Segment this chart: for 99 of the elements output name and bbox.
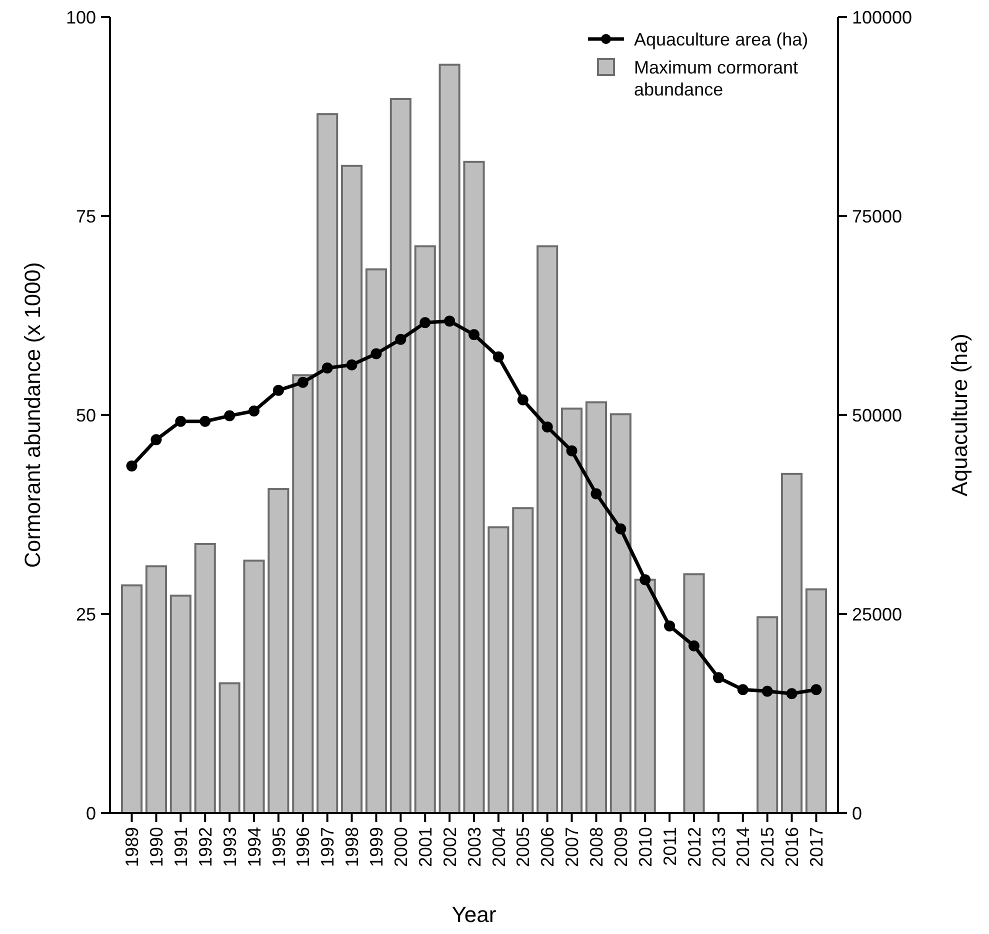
y2-tick-label: 75000: [852, 206, 902, 226]
x-tick-label: 2010: [635, 827, 656, 868]
y-tick-label: 25: [76, 604, 96, 624]
x-tick-label: 2005: [513, 827, 534, 868]
bar: [218, 682, 240, 814]
x-tick-label: 2014: [733, 827, 754, 868]
point: [224, 410, 236, 422]
point: [248, 406, 260, 417]
y2-axis-title: Aquaculture (ha): [947, 334, 972, 496]
y-tick-label: 50: [76, 405, 96, 426]
point: [786, 688, 798, 700]
point: [322, 362, 333, 374]
y2-tick-label: 50000: [852, 405, 902, 426]
bar: [488, 526, 510, 814]
point: [566, 445, 578, 456]
point: [664, 620, 676, 632]
x-tick-label: 2015: [758, 827, 778, 868]
bar: [268, 488, 290, 814]
point: [517, 394, 528, 406]
x-tick-label: 2013: [708, 827, 729, 868]
legend-label: Aquaculture area (ha): [634, 29, 808, 50]
x-tick-label: 2016: [782, 827, 802, 868]
x-tick-label: 1997: [318, 827, 338, 868]
bar: [170, 594, 192, 814]
y2-tick-label: 0: [852, 803, 862, 824]
point: [737, 684, 748, 696]
x-tick-label: 1991: [170, 827, 191, 868]
point: [762, 686, 773, 697]
bar: [341, 164, 363, 814]
x-tick-label: 1999: [366, 827, 387, 868]
y-tick-label: 100: [66, 7, 96, 28]
point: [640, 574, 651, 586]
bar: [536, 245, 558, 814]
bar: [194, 542, 216, 814]
x-tick-label: 1992: [195, 827, 216, 868]
x-tick-label: 2000: [390, 827, 411, 868]
x-tick-label: 2004: [488, 827, 509, 868]
bar: [414, 245, 436, 814]
point: [126, 460, 138, 472]
point: [297, 376, 308, 388]
bar: [121, 584, 143, 814]
bar: [365, 268, 387, 814]
x-tick-label: 2008: [586, 827, 607, 868]
bar: [438, 64, 460, 814]
bar: [561, 408, 583, 814]
y2-tick-label: 100000: [852, 7, 912, 28]
x-tick-label: 2007: [562, 827, 582, 868]
y-axis-title: Cormorant abundance (x 1000): [20, 262, 45, 568]
x-axis-title: Year: [452, 902, 496, 927]
point: [688, 640, 700, 652]
x-tick-label: 2003: [464, 827, 484, 868]
x-tick-label: 2002: [440, 827, 460, 868]
y2-tick-label: 25000: [852, 604, 902, 624]
point: [468, 329, 480, 340]
bar: [634, 578, 656, 814]
bar: [805, 588, 827, 814]
bar: [512, 507, 534, 814]
bar: [463, 160, 485, 814]
y-tick-label: 75: [76, 206, 96, 226]
point: [370, 348, 382, 360]
point: [492, 351, 504, 362]
bar: [585, 401, 607, 814]
legend-label: Maximum cormorant abundance: [634, 57, 798, 100]
x-tick-label: 1996: [293, 827, 314, 868]
point: [395, 334, 406, 345]
x-tick-label: 1990: [146, 827, 167, 868]
point: [200, 416, 211, 427]
bar: [610, 413, 632, 814]
point: [615, 523, 626, 534]
point: [272, 384, 284, 396]
point: [542, 421, 553, 432]
bar: [756, 616, 778, 814]
point: [346, 359, 358, 370]
x-tick-label: 2006: [538, 827, 558, 868]
x-tick-label: 1994: [244, 827, 264, 868]
bar: [781, 472, 803, 814]
point: [175, 416, 186, 427]
point: [712, 672, 724, 684]
y-tick-label: 0: [86, 803, 96, 824]
point: [590, 488, 602, 500]
x-tick-label: 1998: [342, 827, 362, 868]
x-tick-label: 2011: [660, 827, 680, 866]
point: [810, 684, 822, 696]
bar: [316, 113, 338, 814]
x-tick-label: 2017: [806, 827, 827, 868]
x-tick-label: 2001: [415, 827, 436, 868]
bar: [292, 374, 314, 814]
point: [150, 434, 162, 446]
bar: [683, 573, 705, 814]
x-tick-label: 1993: [220, 827, 240, 868]
bar: [145, 565, 167, 814]
x-tick-label: 1995: [268, 827, 289, 868]
bar: [243, 560, 265, 814]
x-tick-label: 1989: [122, 827, 142, 868]
x-tick-label: 2012: [684, 827, 704, 868]
x-tick-label: 2009: [610, 827, 631, 868]
point: [444, 316, 456, 327]
bar: [390, 98, 412, 814]
point: [420, 317, 431, 328]
